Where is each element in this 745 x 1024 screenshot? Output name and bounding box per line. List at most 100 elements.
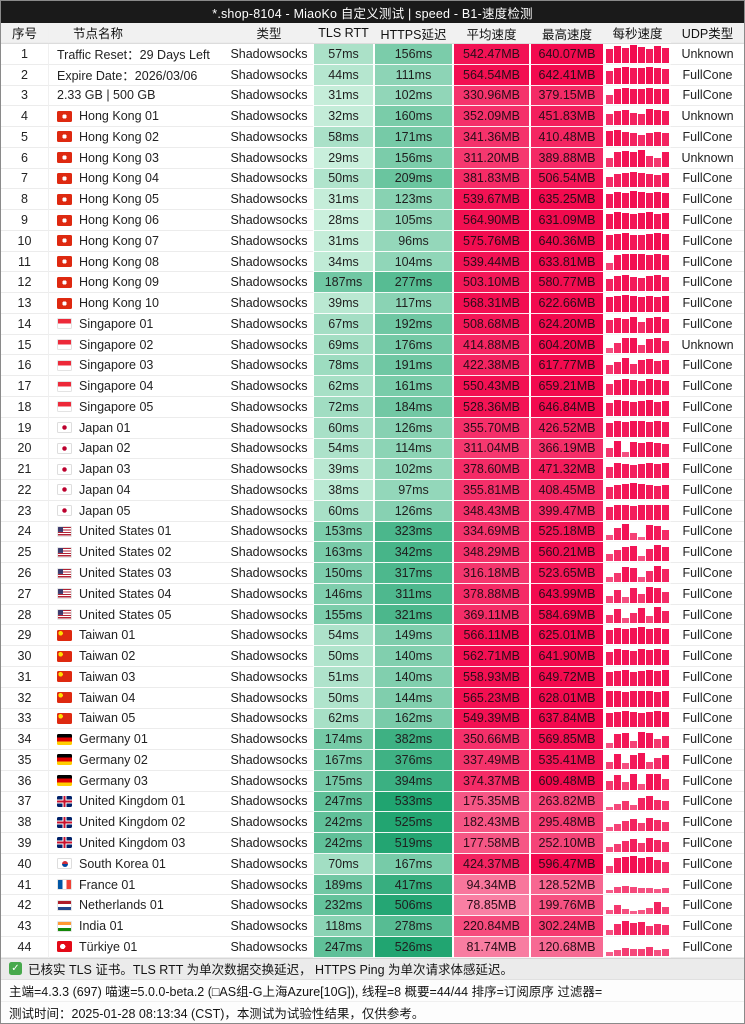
row-index: 30: [1, 646, 49, 667]
table-row-42: 42 Netherlands 01 Shadowsocks 232ms 506m…: [1, 895, 744, 917]
node-name-cell: Taiwan 01: [49, 625, 225, 647]
sparkline-bar: [630, 133, 637, 146]
sparkline-bar: [606, 320, 613, 333]
sparkline-bars: [604, 709, 671, 729]
sparkline-bar: [638, 344, 645, 354]
sparkline-bar: [606, 365, 613, 375]
https-latency-cell: 519ms: [374, 833, 453, 854]
sparkline-bar: [662, 295, 669, 312]
avg-speed-value: 337.49MB: [453, 750, 530, 771]
per-second-speed-sparkline: [604, 86, 671, 107]
protocol-type: Shadowsocks: [225, 771, 313, 792]
tls-rtt-cell: 50ms: [313, 168, 374, 190]
tls-rtt-cell: 67ms: [313, 313, 374, 335]
sparkline-bar: [654, 360, 661, 375]
node-name-label: Taiwan 02: [79, 649, 136, 664]
udp-type-value: FullCone: [671, 127, 744, 148]
table-row-26: 26 United States 03 Shadowsocks 150ms 31…: [1, 563, 744, 584]
https-latency-value: 104ms: [374, 251, 453, 273]
tls-rtt-cell: 247ms: [313, 936, 374, 958]
protocol-type: Shadowsocks: [225, 646, 313, 667]
https-latency-cell: 525ms: [374, 812, 453, 834]
sparkline-bars: [604, 542, 671, 562]
https-latency-cell: 140ms: [374, 666, 453, 688]
tls-rtt-value: 242ms: [313, 812, 374, 834]
node-name-label: Türkiye 01: [79, 939, 138, 954]
table-row-6: 6 Hong Kong 03 Shadowsocks 29ms 156ms 31…: [1, 147, 744, 169]
per-second-speed-sparkline: [604, 812, 671, 834]
sparkline-bar: [630, 533, 637, 541]
https-latency-cell: 117ms: [374, 293, 453, 314]
udp-type-value: FullCone: [671, 355, 744, 377]
node-name-label: Traffic Reset：29 Days Left: [57, 48, 210, 63]
sparkline-bars: [604, 189, 671, 209]
tls-rtt-value: 29ms: [313, 147, 374, 169]
sparkline-bar: [630, 45, 637, 63]
tls-rtt-value: 50ms: [313, 687, 374, 709]
tls-rtt-cell: 54ms: [313, 625, 374, 647]
us-flag-icon: [57, 588, 72, 600]
max-speed-value: 525.18MB: [530, 521, 604, 543]
avg-speed-value: 378.88MB: [453, 583, 530, 605]
sparkline-bars: [604, 44, 671, 64]
sparkline-bar: [622, 920, 629, 935]
sparkline-bar: [646, 732, 653, 749]
https-latency-value: 171ms: [374, 127, 453, 148]
sparkline-bar: [630, 442, 637, 458]
tls-rtt-value: 167ms: [313, 750, 374, 771]
node-name-cell: Expire Date：2026/03/06: [49, 65, 225, 86]
sparkline-bars: [604, 335, 671, 355]
sparkline-bars: [604, 501, 671, 521]
tls-rtt-cell: 70ms: [313, 853, 374, 875]
avg-speed-value: 542.47MB: [453, 44, 530, 65]
sparkline-bar: [654, 316, 661, 333]
avg-speed-cell: 350.66MB: [453, 729, 530, 751]
node-name-cell: France 01: [49, 875, 225, 896]
sparkline-bars: [604, 833, 671, 853]
avg-speed-value: 539.67MB: [453, 189, 530, 211]
sparkline-bar: [622, 47, 629, 63]
sparkline-bar: [654, 739, 661, 749]
tls-rtt-value: 247ms: [313, 791, 374, 813]
sparkline-bar: [606, 846, 613, 852]
sparkline-bar: [614, 89, 621, 105]
table-row-2: 2 Expire Date：2026/03/06 Shadowsocks 44m…: [1, 64, 744, 86]
https-latency-cell: 102ms: [374, 459, 453, 481]
sparkline-bar: [638, 173, 645, 188]
https-latency-cell: 277ms: [374, 272, 453, 294]
udp-type-value: FullCone: [671, 314, 744, 335]
sparkline-bar: [614, 775, 621, 790]
tw-flag-icon: [57, 692, 72, 704]
row-index: 16: [1, 355, 49, 377]
avg-speed-cell: 374.37MB: [453, 770, 530, 792]
sparkline-bar: [622, 422, 629, 437]
tls-rtt-value: 242ms: [313, 833, 374, 854]
sparkline-bar: [662, 907, 669, 915]
tls-rtt-cell: 232ms: [313, 895, 374, 917]
https-latency-cell: 160ms: [374, 106, 453, 128]
sparkline-bar: [654, 174, 661, 188]
sparkline-bar: [662, 192, 669, 209]
tls-rtt-cell: 31ms: [313, 230, 374, 252]
test-time-line: 测试时间：2025-01-28 08:13:34 (CST)，本测试为试验性结果…: [1, 1001, 744, 1023]
avg-speed-cell: 508.68MB: [453, 313, 530, 335]
avg-speed-cell: 539.44MB: [453, 251, 530, 273]
sparkline-bar: [638, 670, 645, 686]
tls-rtt-value: 146ms: [313, 583, 374, 605]
max-speed-cell: 523.65MB: [530, 563, 604, 584]
udp-type-value: FullCone: [671, 605, 744, 626]
node-name-cell: Taiwan 05: [49, 709, 225, 730]
tls-rtt-cell: 44ms: [313, 64, 374, 86]
https-latency-cell: 323ms: [374, 521, 453, 543]
sparkline-bar: [630, 316, 637, 333]
udp-type-value: FullCone: [671, 895, 744, 917]
per-second-speed-sparkline: [604, 65, 671, 86]
sparkline-bar: [622, 618, 629, 624]
sparkline-bar: [638, 888, 645, 894]
sparkline-bar: [638, 443, 645, 458]
sparkline-bar: [654, 526, 661, 541]
node-name-label: Germany 03: [79, 773, 148, 788]
table-row-4: 4 Hong Kong 01 Shadowsocks 32ms 160ms 35…: [1, 106, 744, 128]
sparkline-bar: [630, 464, 637, 479]
tls-rtt-cell: 187ms: [313, 272, 374, 294]
